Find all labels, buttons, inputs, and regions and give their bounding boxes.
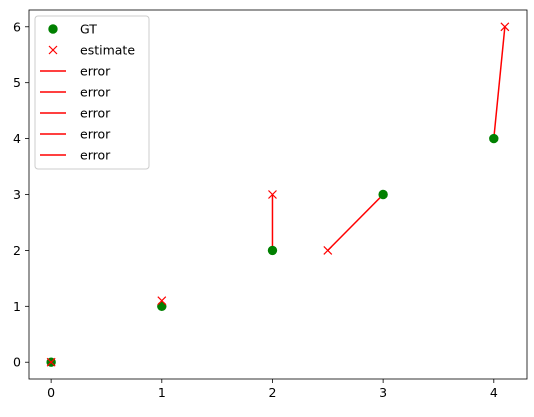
legend-label-4: error: [80, 106, 111, 121]
estimate-point-2: [268, 190, 277, 199]
legend-label-3: error: [80, 85, 111, 100]
y-tick-label: 6: [13, 19, 21, 34]
gt-point-3: [378, 189, 388, 200]
estimate-point-1: [157, 296, 167, 306]
y-tick-label: 1: [13, 299, 21, 314]
gt-point-2: [267, 245, 278, 256]
estimate-point-4: [500, 22, 510, 32]
gt-point-1: [157, 301, 167, 312]
x-tick-label: 1: [158, 385, 166, 400]
y-tick-label: 4: [13, 131, 21, 146]
estimate-point-3: [323, 245, 333, 255]
legend-label-5: error: [80, 127, 111, 142]
x-tick-label: 3: [379, 385, 387, 400]
x-tick-label: 0: [47, 385, 55, 400]
y-tick-label: 5: [13, 75, 21, 90]
error-line-4: [493, 26, 506, 139]
legend-label-0: GT: [80, 22, 97, 37]
legend-estimate-marker: [48, 45, 58, 55]
y-tick-label: 0: [13, 355, 21, 370]
legend-label-1: estimate: [80, 43, 135, 58]
legend-gt-marker: [48, 24, 58, 34]
gt-point-4: [489, 133, 499, 144]
y-tick-label: 3: [13, 187, 21, 202]
estimate-point-0: [46, 357, 56, 367]
x-tick-label: 4: [490, 385, 498, 400]
x-tick-label: 2: [268, 385, 276, 400]
y-tick-label: 2: [13, 243, 21, 258]
axes-frame: [28, 9, 528, 380]
legend-label-6: error: [80, 148, 111, 163]
error-line-3: [327, 193, 384, 251]
legend-box: [34, 15, 150, 170]
legend-label-2: error: [80, 64, 111, 79]
